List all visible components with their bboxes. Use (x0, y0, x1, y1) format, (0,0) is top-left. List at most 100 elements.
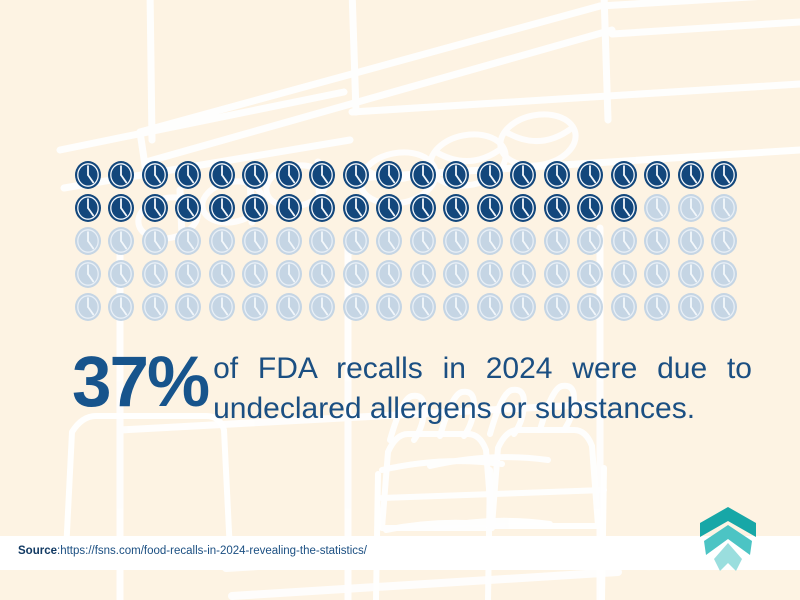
clock-icon-empty (708, 290, 742, 323)
statistic-line-2: undeclared allergens or substances. (213, 391, 696, 425)
source-url[interactable]: https://fsns.com/food-recalls-in-2024-re… (60, 545, 367, 557)
clock-icon-empty (71, 224, 105, 257)
clock-icon-filled (138, 191, 172, 224)
clock-icon-empty (507, 224, 541, 257)
clock-icon-empty (540, 290, 574, 323)
clock-icon-filled (473, 158, 507, 191)
clock-icon-empty (574, 224, 608, 257)
clock-icon-empty (172, 224, 206, 257)
clock-icon-filled (607, 158, 641, 191)
clock-icon-empty (440, 257, 474, 290)
clock-icon-filled (272, 191, 306, 224)
headline-statistic: 37% of FDA recalls in 2024 were due to u… (72, 345, 752, 429)
clock-icon-empty (138, 224, 172, 257)
clock-icon-empty (674, 191, 708, 224)
fsns-chevron-logo[interactable] (692, 503, 764, 575)
clock-icon-empty (138, 257, 172, 290)
clock-icon-filled (373, 158, 407, 191)
clock-icon-filled (473, 191, 507, 224)
source-separator: : (57, 545, 61, 557)
clock-icon-empty (641, 224, 675, 257)
clock-icon-filled (306, 158, 340, 191)
clock-icon-filled (105, 158, 139, 191)
clock-icon-empty (205, 224, 239, 257)
clock-icon-empty (205, 290, 239, 323)
clock-icon-empty (272, 257, 306, 290)
clock-icon-empty (440, 290, 474, 323)
clock-icon-filled (306, 191, 340, 224)
clock-icon-empty (607, 257, 641, 290)
clock-icon-empty (71, 290, 105, 323)
clock-icon-empty (105, 290, 139, 323)
clock-icon-filled (574, 191, 608, 224)
clock-icon-empty (239, 257, 273, 290)
clock-icon-filled (540, 191, 574, 224)
clock-icon-filled (71, 191, 105, 224)
clock-icon-empty (507, 290, 541, 323)
clock-icon-filled (708, 158, 742, 191)
clock-icon-empty (306, 257, 340, 290)
clock-icon-empty (607, 224, 641, 257)
clock-icon-empty (339, 290, 373, 323)
clock-icon-empty (674, 257, 708, 290)
source-credit: Source:https://fsns.com/food-recalls-in-… (18, 545, 367, 557)
clock-icon-filled (205, 191, 239, 224)
clock-icon-empty (138, 290, 172, 323)
clock-icon-empty (674, 224, 708, 257)
clock-icon-filled (172, 158, 206, 191)
clock-icon-filled (105, 191, 139, 224)
statistic-percentage: 37% (72, 343, 210, 422)
clock-icon-filled (272, 158, 306, 191)
source-band (0, 536, 800, 570)
clock-icon-filled (239, 158, 273, 191)
clock-icon-filled (239, 191, 273, 224)
clock-icon-empty (406, 224, 440, 257)
clock-icon-filled (406, 158, 440, 191)
clock-icon-empty (172, 290, 206, 323)
clock-icon-filled (71, 158, 105, 191)
clock-icon-empty (473, 290, 507, 323)
clock-icon-empty (105, 224, 139, 257)
statistic-line-1: of FDA recalls in 2024 were due to (213, 352, 752, 385)
source-label: Source (18, 545, 57, 557)
statistic-description: of FDA recalls in 2024 were due to undec… (208, 349, 752, 429)
clock-icon-empty (574, 257, 608, 290)
clock-icon-empty (306, 224, 340, 257)
clock-icon-filled (373, 191, 407, 224)
clock-icon-empty (641, 257, 675, 290)
clock-icon-empty (641, 290, 675, 323)
clock-icon-empty (440, 224, 474, 257)
clock-icon-empty (239, 290, 273, 323)
clock-icon-empty (708, 224, 742, 257)
clock-icon-empty (473, 257, 507, 290)
clock-icon-filled (138, 158, 172, 191)
clock-icon-empty (708, 257, 742, 290)
clock-pictogram-grid (71, 158, 741, 323)
clock-icon-empty (574, 290, 608, 323)
clock-icon-empty (306, 290, 340, 323)
clock-icon-empty (272, 224, 306, 257)
clock-icon-empty (373, 224, 407, 257)
clock-icon-filled (674, 158, 708, 191)
clock-icon-filled (205, 158, 239, 191)
clock-icon-empty (373, 290, 407, 323)
clock-icon-filled (339, 191, 373, 224)
clock-icon-empty (641, 191, 675, 224)
clock-icon-empty (105, 257, 139, 290)
clock-icon-empty (239, 224, 273, 257)
clock-icon-empty (71, 257, 105, 290)
clock-icon-filled (641, 158, 675, 191)
clock-icon-empty (540, 224, 574, 257)
clock-icon-empty (507, 257, 541, 290)
clock-icon-filled (607, 191, 641, 224)
clock-icon-empty (406, 257, 440, 290)
clock-icon-empty (540, 257, 574, 290)
clock-icon-empty (607, 290, 641, 323)
clock-icon-empty (373, 257, 407, 290)
clock-icon-filled (574, 158, 608, 191)
clock-icon-empty (339, 224, 373, 257)
clock-icon-filled (507, 191, 541, 224)
clock-icon-filled (507, 158, 541, 191)
clock-icon-empty (172, 257, 206, 290)
